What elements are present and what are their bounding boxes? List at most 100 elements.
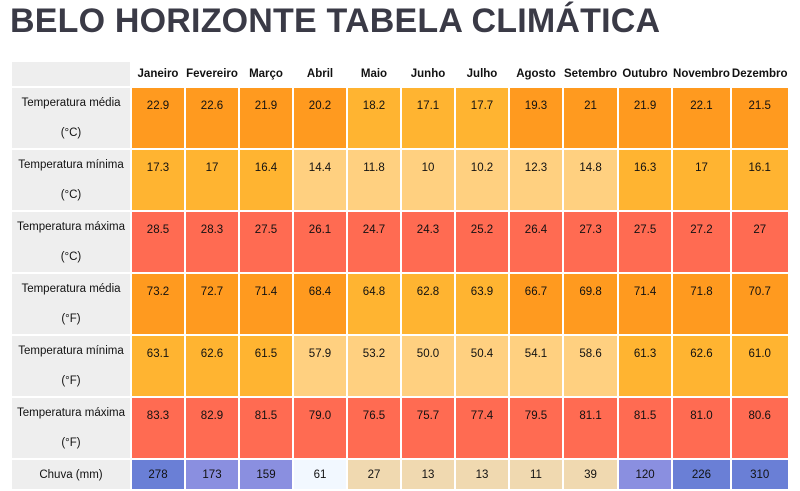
cell-value: 63.1 [146, 348, 170, 360]
cell-value: 12.3 [524, 162, 548, 174]
data-cell: 16.1 [731, 150, 788, 210]
cell-value: 57.9 [308, 348, 332, 360]
cell-value: 58.6 [579, 348, 602, 360]
cell-value: 81.5 [633, 410, 657, 422]
cell-value: 64.8 [362, 286, 386, 298]
cell-value: 63.9 [470, 286, 494, 298]
row-label: Temperatura máxima (°C) [12, 212, 130, 272]
row-label: Temperatura mínima (°F) [12, 336, 130, 396]
cell-value: 19.3 [524, 100, 548, 112]
data-cell: 22.6 [186, 88, 238, 148]
col-header: Setembro [564, 62, 618, 86]
cell-value: 26.4 [524, 224, 548, 236]
table-row: Temperatura mínima (°F) 63.1 62.6 61.5 57.9 53… [12, 336, 788, 396]
data-cell: 27.5 [240, 212, 292, 272]
cell-value: 17 [695, 162, 708, 174]
row-label-text: Temperatura máxima [16, 407, 125, 419]
col-header: Abril [294, 62, 346, 86]
row-label: Temperatura máxima (°F) [12, 398, 130, 458]
data-cell: 81.1 [564, 398, 618, 458]
row-unit-text: (°F) [61, 437, 81, 449]
data-cell: 61 [294, 460, 346, 489]
col-header: Outubro [619, 62, 672, 86]
cell-value: 18.2 [362, 100, 386, 112]
cell-value: 17.1 [416, 100, 440, 112]
data-cell: 28.3 [186, 212, 238, 272]
data-cell: 27.3 [564, 212, 618, 272]
cell-value: 68.4 [308, 286, 332, 298]
cell-value: 11.8 [363, 162, 385, 174]
cell-value: 17.3 [146, 162, 170, 174]
data-cell: 25.2 [456, 212, 508, 272]
cell-value: 26.1 [308, 224, 332, 236]
row-label-text: Temperatura média [21, 283, 121, 295]
cell-value: 24.3 [416, 224, 440, 236]
data-cell: 64.8 [348, 274, 400, 334]
cell-value: 62.6 [690, 348, 713, 360]
data-cell: 16.4 [240, 150, 292, 210]
cell-value: 77.4 [470, 410, 494, 422]
cell-value: 62.8 [416, 286, 440, 298]
data-cell: 62.6 [673, 336, 730, 396]
cell-value: 50.0 [416, 348, 440, 360]
cell-value: 75.7 [416, 410, 440, 422]
data-cell: 79.5 [510, 398, 562, 458]
cell-value: 22.9 [146, 100, 170, 112]
cell-value: 80.6 [748, 410, 771, 422]
cell-value: 71.4 [254, 286, 278, 298]
data-cell: 81.0 [673, 398, 730, 458]
cell-value: 278 [148, 468, 168, 481]
data-cell: 13 [456, 460, 508, 489]
data-cell: 10.2 [456, 150, 508, 210]
col-header: Junho [402, 62, 454, 86]
table-row: Temperatura mínima (°C) 17.3 17 16.4 14.4 11.8… [12, 150, 788, 210]
data-cell: 61.0 [731, 336, 788, 396]
row-label-text: Temperatura mínima [18, 159, 124, 171]
data-cell: 57.9 [294, 336, 346, 396]
data-cell: 61.3 [619, 336, 672, 396]
data-cell: 27 [731, 212, 788, 272]
data-cell: 83.3 [132, 398, 184, 458]
data-cell: 22.9 [132, 88, 184, 148]
cell-value: 66.7 [524, 286, 548, 298]
table-row: Temperatura média (°C) 22.9 22.6 21.9 20.2 18.… [12, 88, 788, 148]
data-cell: 16.3 [619, 150, 672, 210]
data-cell: 13 [402, 460, 454, 489]
cell-value: 28.3 [200, 224, 224, 236]
col-header: Janeiro [132, 62, 184, 86]
cell-value: 17.7 [470, 100, 494, 112]
data-cell: 278 [132, 460, 184, 489]
cell-value: 73.2 [146, 286, 170, 298]
cell-value: 27.2 [690, 224, 713, 236]
cell-value: 10 [421, 162, 435, 174]
cell-value: 21 [584, 100, 597, 112]
row-unit-text: (°C) [60, 251, 82, 263]
row-label: Chuva (mm) [12, 460, 130, 489]
data-cell: 10 [402, 150, 454, 210]
row-label-text: Temperatura mínima [18, 345, 124, 357]
row-label: Temperatura média (°C) [12, 88, 130, 148]
cell-value: 69.8 [579, 286, 602, 298]
cell-value: 21.9 [254, 100, 278, 112]
cell-value: 13 [475, 468, 489, 481]
cell-value: 22.1 [690, 100, 713, 112]
data-cell: 159 [240, 460, 292, 489]
data-cell: 76.5 [348, 398, 400, 458]
cell-value: 27 [367, 468, 381, 481]
data-cell: 226 [673, 460, 730, 489]
page-title: BELO HORIZONTE TABELA CLIMÁTICA [10, 2, 661, 40]
data-cell: 80.6 [731, 398, 788, 458]
data-cell: 77.4 [456, 398, 508, 458]
data-cell: 27.2 [673, 212, 730, 272]
cell-value: 27 [753, 224, 767, 236]
data-cell: 69.8 [564, 274, 618, 334]
data-cell: 72.7 [186, 274, 238, 334]
table-body: Temperatura média (°C) 22.9 22.6 21.9 20.2 18.… [12, 88, 788, 489]
col-header: Novembro [673, 62, 730, 86]
data-cell: 17.7 [456, 88, 508, 148]
cell-value: 71.4 [633, 286, 657, 298]
cell-value: 22.6 [200, 100, 224, 112]
row-label: Temperatura mínima (°C) [12, 150, 130, 210]
data-cell: 81.5 [619, 398, 672, 458]
cell-value: 11 [530, 468, 542, 481]
